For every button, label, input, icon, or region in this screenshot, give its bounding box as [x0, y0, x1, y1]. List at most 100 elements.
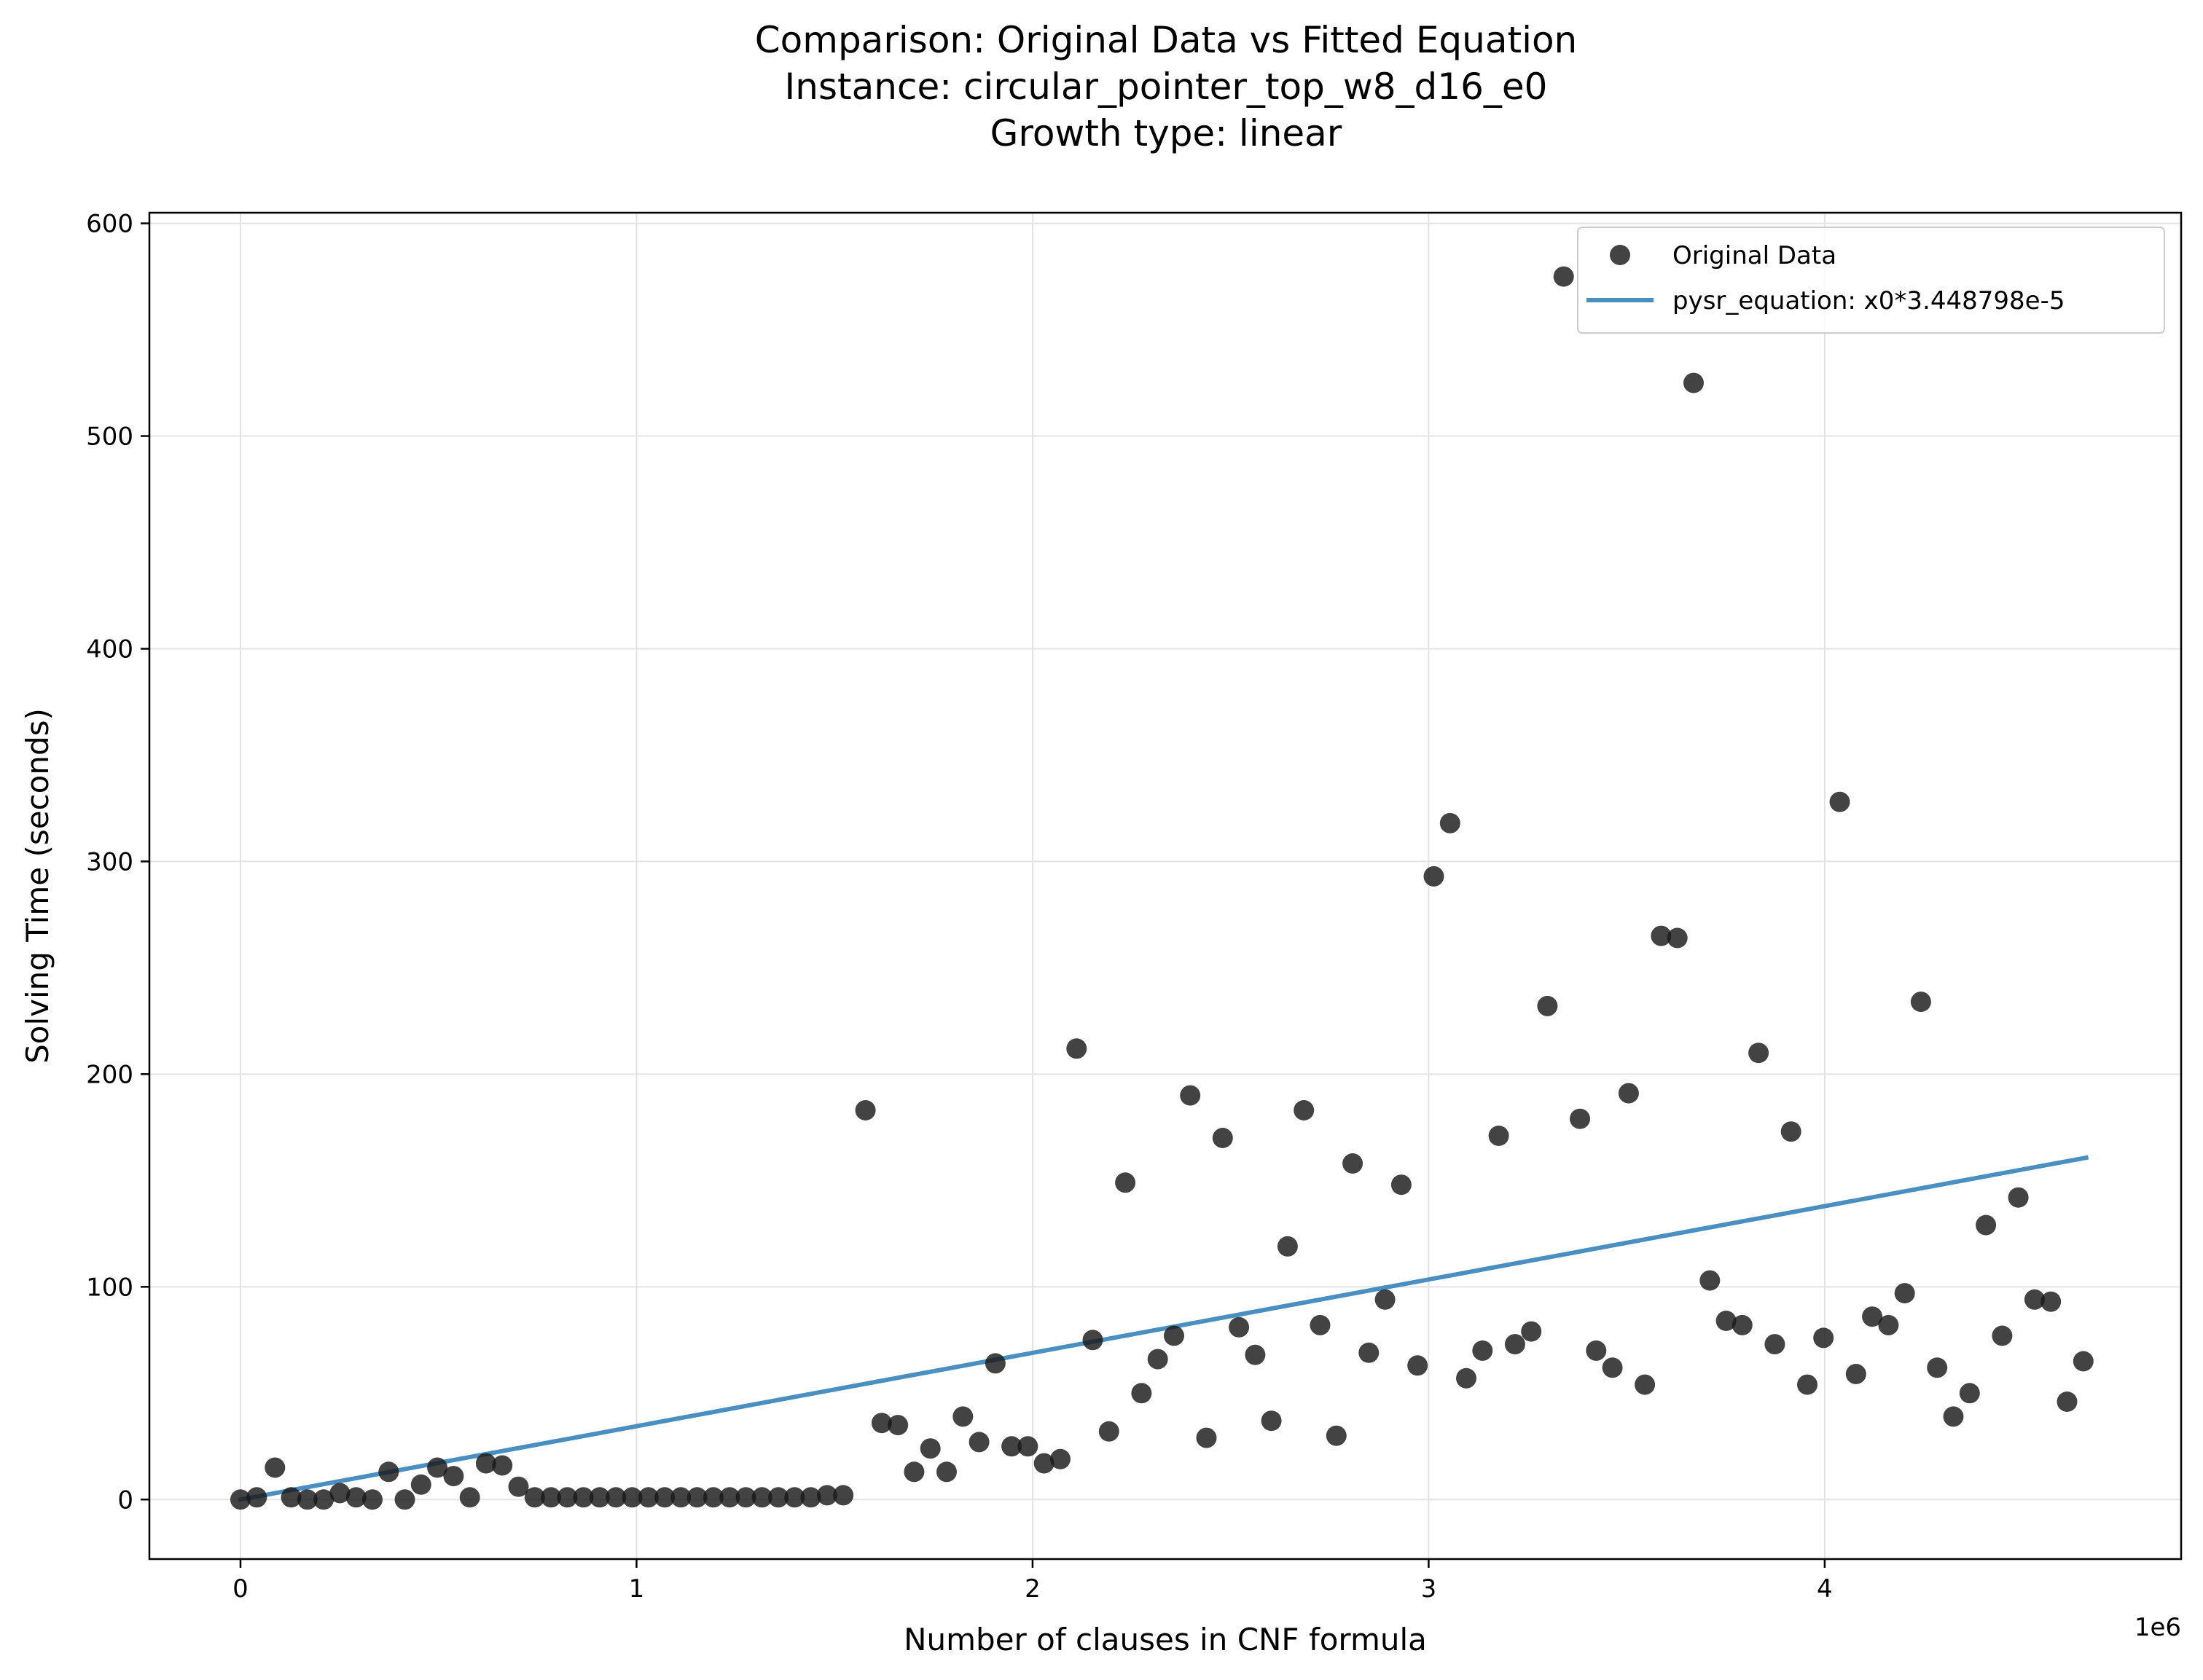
data-point-22 [589, 1487, 610, 1508]
data-point-39 [871, 1413, 892, 1434]
data-point-88 [1667, 927, 1688, 949]
plot-area [230, 266, 2094, 1510]
data-point-74 [1439, 812, 1460, 833]
y-tick-label-5: 500 [86, 423, 133, 452]
data-point-81 [1553, 266, 1574, 287]
data-point-1 [246, 1487, 267, 1508]
data-point-106 [1959, 1383, 1980, 1404]
data-point-112 [2057, 1392, 2078, 1412]
data-point-42 [920, 1438, 941, 1459]
data-point-41 [904, 1461, 925, 1483]
legend: Original Data pysr_equation: x0*3.448798… [1577, 227, 2165, 334]
data-point-40 [888, 1415, 909, 1436]
data-point-16 [492, 1455, 513, 1476]
data-point-43 [936, 1461, 957, 1483]
data-point-12 [427, 1457, 448, 1478]
data-point-38 [855, 1100, 876, 1120]
data-point-97 [1813, 1327, 1834, 1349]
data-point-111 [2040, 1291, 2062, 1312]
y-tick-label-6: 600 [86, 210, 133, 239]
data-point-62 [1245, 1344, 1266, 1365]
data-point-82 [1570, 1108, 1590, 1129]
data-point-19 [541, 1487, 562, 1508]
data-point-58 [1180, 1085, 1201, 1106]
data-point-28 [686, 1487, 708, 1508]
data-point-102 [1894, 1283, 1915, 1304]
data-point-60 [1212, 1128, 1233, 1148]
data-point-34 [784, 1487, 805, 1508]
data-point-104 [1927, 1357, 1948, 1378]
data-point-77 [1488, 1126, 1509, 1146]
data-point-46 [985, 1353, 1006, 1374]
legend-label-original-data: Original Data [1672, 241, 1836, 270]
grid [149, 213, 2181, 1559]
data-point-84 [1602, 1357, 1623, 1378]
data-point-53 [1098, 1421, 1119, 1442]
title-line-2: Instance: circular_pointer_top_w8_d16_e0 [785, 66, 1548, 108]
data-point-23 [606, 1487, 627, 1508]
data-point-69 [1358, 1342, 1380, 1363]
data-point-54 [1115, 1172, 1136, 1193]
scatter-series [230, 266, 2094, 1510]
data-point-11 [410, 1474, 431, 1495]
data-point-78 [1504, 1334, 1525, 1355]
data-point-47 [1001, 1436, 1022, 1457]
data-point-96 [1797, 1374, 1817, 1395]
data-point-45 [969, 1432, 990, 1453]
data-point-7 [345, 1487, 367, 1508]
data-point-33 [768, 1487, 789, 1508]
data-point-100 [1862, 1306, 1883, 1327]
data-point-4 [297, 1489, 318, 1510]
y-tick-label-1: 100 [86, 1273, 133, 1302]
data-point-71 [1390, 1174, 1412, 1196]
data-point-9 [378, 1461, 399, 1483]
x-axis-offset-text: 1e6 [2134, 1613, 2181, 1642]
axes-frame [148, 211, 2183, 1561]
data-point-67 [1326, 1425, 1347, 1446]
x-tick-label-1: 1 [629, 1574, 645, 1604]
y-tick-label-4: 400 [86, 635, 133, 664]
data-point-48 [1017, 1436, 1038, 1457]
y-tick-label-3: 300 [86, 847, 133, 876]
data-point-25 [638, 1487, 659, 1508]
fitted-line [238, 1155, 2089, 1502]
data-point-3 [281, 1487, 302, 1508]
legend-label-fitted-line: pysr_equation: x0*3.448798e-5 [1672, 286, 2065, 315]
data-point-94 [1764, 1334, 1785, 1355]
data-point-99 [1845, 1364, 1866, 1384]
data-point-98 [1829, 791, 1850, 812]
data-point-0 [230, 1489, 251, 1510]
data-point-83 [1586, 1340, 1607, 1361]
data-point-85 [1618, 1083, 1639, 1104]
data-point-21 [573, 1487, 594, 1508]
x-tick-label-0: 0 [232, 1574, 249, 1604]
data-point-93 [1748, 1043, 1769, 1064]
data-point-109 [2008, 1187, 2029, 1208]
data-point-17 [508, 1476, 529, 1497]
data-point-89 [1683, 372, 1704, 393]
x-axis-ticks: 0 1 2 3 4 [232, 1559, 1833, 1604]
data-point-29 [703, 1487, 724, 1508]
data-point-55 [1131, 1383, 1152, 1404]
data-point-36 [816, 1485, 837, 1506]
data-point-35 [800, 1487, 821, 1508]
y-axis-ticks: 0 100 200 300 400 500 600 [86, 210, 149, 1515]
data-point-95 [1780, 1121, 1801, 1142]
y-tick-label-0: 0 [117, 1485, 133, 1515]
data-point-44 [952, 1406, 974, 1427]
data-point-59 [1196, 1427, 1217, 1448]
data-point-107 [1976, 1214, 1997, 1236]
data-point-90 [1699, 1270, 1721, 1291]
data-point-87 [1651, 925, 1672, 946]
x-tick-label-4: 4 [1817, 1574, 1833, 1604]
y-axis-label: Solving Time (seconds) [20, 708, 55, 1064]
data-point-20 [557, 1487, 578, 1508]
data-point-66 [1310, 1314, 1331, 1335]
data-point-73 [1423, 865, 1444, 887]
title-line-3: Growth type: linear [990, 112, 1342, 154]
data-point-65 [1294, 1100, 1315, 1120]
data-point-113 [2073, 1351, 2094, 1372]
data-point-101 [1878, 1314, 1899, 1335]
x-tick-label-3: 3 [1421, 1574, 1437, 1604]
